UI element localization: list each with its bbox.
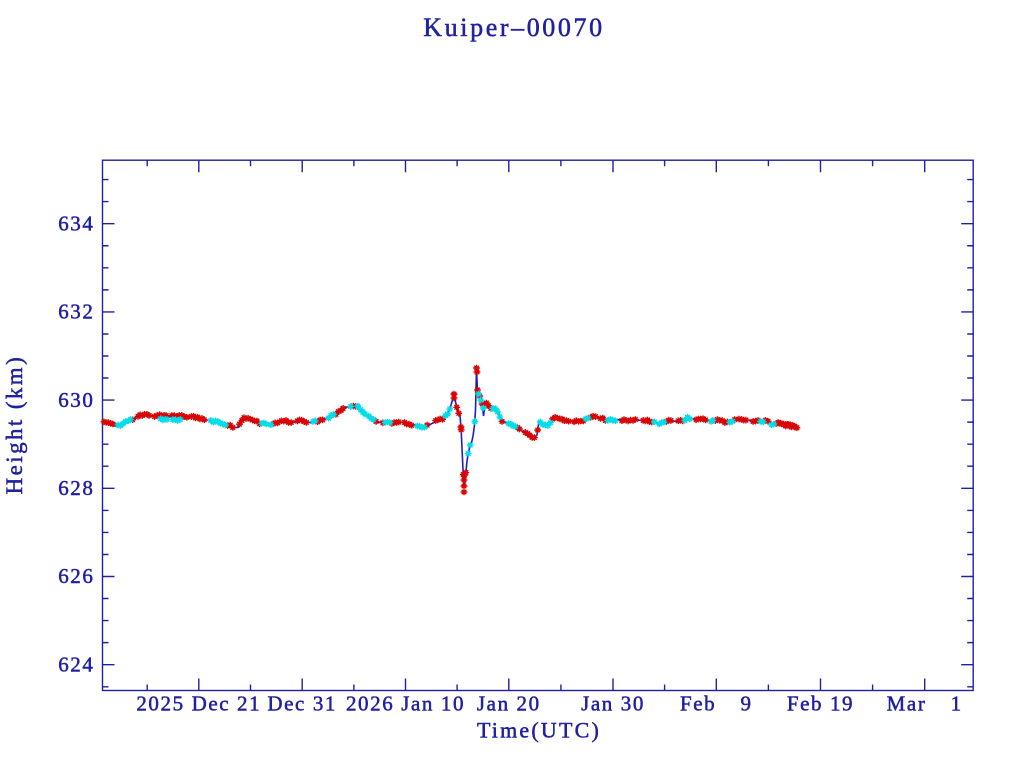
svg-text:630: 630	[58, 388, 94, 412]
svg-text:Height (km): Height (km)	[2, 355, 27, 494]
svg-text:Jan 20: Jan 20	[477, 692, 541, 716]
svg-text:2025 Dec 21: 2025 Dec 21	[136, 692, 261, 716]
svg-text:Feb 19: Feb 19	[787, 692, 854, 716]
svg-text:634: 634	[58, 211, 94, 235]
svg-text:Time(UTC): Time(UTC)	[477, 718, 601, 743]
svg-text:626: 626	[58, 564, 94, 588]
svg-text:Dec 31: Dec 31	[267, 692, 337, 716]
svg-text:Feb 9: Feb 9	[680, 692, 753, 716]
svg-text:2026 Jan 10: 2026 Jan 10	[346, 692, 465, 716]
svg-text:Jan 30: Jan 30	[581, 692, 645, 716]
svg-text:Mar 1: Mar 1	[887, 692, 963, 716]
svg-text:628: 628	[58, 476, 94, 500]
svg-text:624: 624	[58, 652, 94, 676]
svg-text:632: 632	[58, 300, 94, 324]
svg-text:Kuiper–00070: Kuiper–00070	[423, 13, 604, 42]
